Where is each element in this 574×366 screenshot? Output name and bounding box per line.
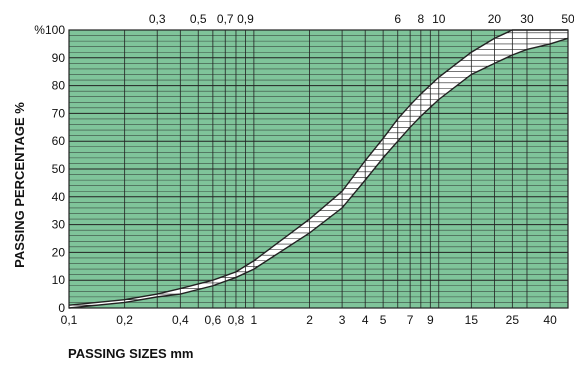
x-tick-label-bottom: 25 xyxy=(506,313,520,327)
y-tick-label: 30 xyxy=(52,218,66,232)
y-tick-label: 50 xyxy=(52,162,66,176)
x-tick-label-bottom: 0,1 xyxy=(61,313,78,327)
y-tick-label: %100 xyxy=(34,23,65,37)
x-tick-label-top: 0,9 xyxy=(237,12,254,26)
x-tick-label-top: 0,5 xyxy=(190,12,207,26)
x-tick-label-top: 0,3 xyxy=(149,12,166,26)
x-tick-label-bottom: 4 xyxy=(362,313,369,327)
x-tick-label-bottom: 2 xyxy=(306,313,313,327)
x-tick-label-bottom: 0,2 xyxy=(116,313,133,327)
vertical-gridlines xyxy=(68,29,569,309)
tick-labels: 0,1 0,2 0,4 0,6 0,8 1 2 3 4 5 7 9 15 25 40 0,3 0,5 0,7 0,9… xyxy=(34,12,574,327)
upper-limit-line xyxy=(68,29,568,306)
x-tick-label-bottom: 9 xyxy=(427,313,434,327)
x-tick-label-top: 8 xyxy=(418,12,425,26)
y-tick-label: 0 xyxy=(58,301,65,315)
x-tick-label-bottom: 40 xyxy=(543,313,557,327)
y-tick-label: 80 xyxy=(52,79,66,93)
lower-limit-line xyxy=(68,37,569,309)
x-axis-title: PASSING SIZES mm xyxy=(68,346,193,361)
plot-frame xyxy=(68,29,569,309)
y-tick-label: 90 xyxy=(52,51,66,65)
x-tick-label-bottom: 3 xyxy=(339,313,346,327)
x-tick-label-top: 50 xyxy=(561,12,574,26)
horizontal-gridlines xyxy=(69,35,568,303)
y-tick-label: 60 xyxy=(52,134,66,148)
x-tick-label-bottom: 7 xyxy=(407,313,414,327)
x-tick-label-top: 6 xyxy=(394,12,401,26)
x-tick-label-bottom: 1 xyxy=(251,313,258,327)
series-lines xyxy=(68,29,569,309)
y-tick-label: 10 xyxy=(52,273,66,287)
x-tick-label-top: 30 xyxy=(520,12,534,26)
x-tick-label-top: 20 xyxy=(488,12,502,26)
x-tick-label-bottom: 0,4 xyxy=(172,313,189,327)
y-axis-title: PASSING PERCENTAGE % xyxy=(12,102,27,268)
y-tick-label: 20 xyxy=(52,245,66,259)
x-tick-label-bottom: 0,8 xyxy=(228,313,245,327)
y-tick-label: 70 xyxy=(52,106,66,120)
x-tick-label-top: 10 xyxy=(432,12,446,26)
y-tick-label: 40 xyxy=(52,190,66,204)
x-tick-label-bottom: 5 xyxy=(380,313,387,327)
x-tick-label-bottom: 15 xyxy=(465,313,479,327)
x-tick-label-top: 0,7 xyxy=(217,12,234,26)
x-tick-label-bottom: 0,6 xyxy=(205,313,222,327)
